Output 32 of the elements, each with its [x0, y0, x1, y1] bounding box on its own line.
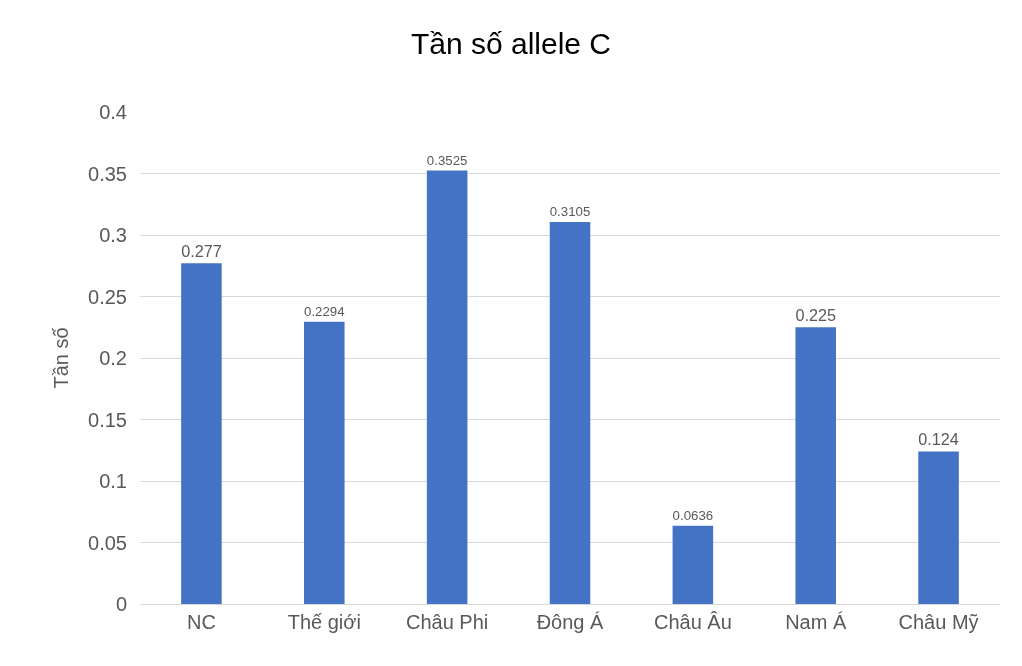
y-tick-label: 0.05 — [88, 531, 127, 554]
data-label: 0.124 — [918, 430, 959, 449]
data-label: 0.3525 — [426, 152, 468, 168]
data-label: 0.0636 — [672, 508, 714, 524]
bar — [918, 451, 959, 604]
data-label: 0.3105 — [549, 204, 591, 220]
y-tick-label: 0.2 — [99, 347, 127, 369]
y-tick-label: 0.35 — [88, 162, 127, 185]
y-tick-label: 0.1 — [99, 470, 127, 492]
bar — [672, 525, 714, 604]
y-tick-label: 0.4 — [99, 101, 127, 123]
y-tick-label: 0.3 — [99, 224, 127, 246]
x-tick-label: Đông Á — [536, 611, 605, 633]
y-axis-title: Tần số — [49, 327, 72, 389]
bar — [181, 263, 222, 604]
bar — [795, 327, 836, 604]
bar — [304, 321, 345, 604]
y-tick-label: 0 — [115, 593, 127, 615]
bar — [426, 170, 468, 604]
y-tick-label: 0.15 — [88, 408, 127, 431]
y-tick-label: 0.25 — [88, 285, 127, 308]
bar — [549, 222, 591, 604]
x-tick-label: Châu Phi — [406, 611, 489, 633]
x-tick-label: Châu Âu — [653, 611, 732, 633]
x-tick-label: Thế giới — [287, 611, 361, 633]
data-label: 0.2294 — [304, 304, 345, 320]
x-tick-label: Châu Mỹ — [898, 611, 979, 633]
x-tick-label: NC — [186, 611, 216, 633]
data-label: 0.225 — [795, 306, 836, 325]
data-label: 0.277 — [181, 242, 222, 261]
chart-title: Tần số allele C — [410, 26, 612, 60]
x-tick-label: Nam Á — [785, 611, 847, 633]
